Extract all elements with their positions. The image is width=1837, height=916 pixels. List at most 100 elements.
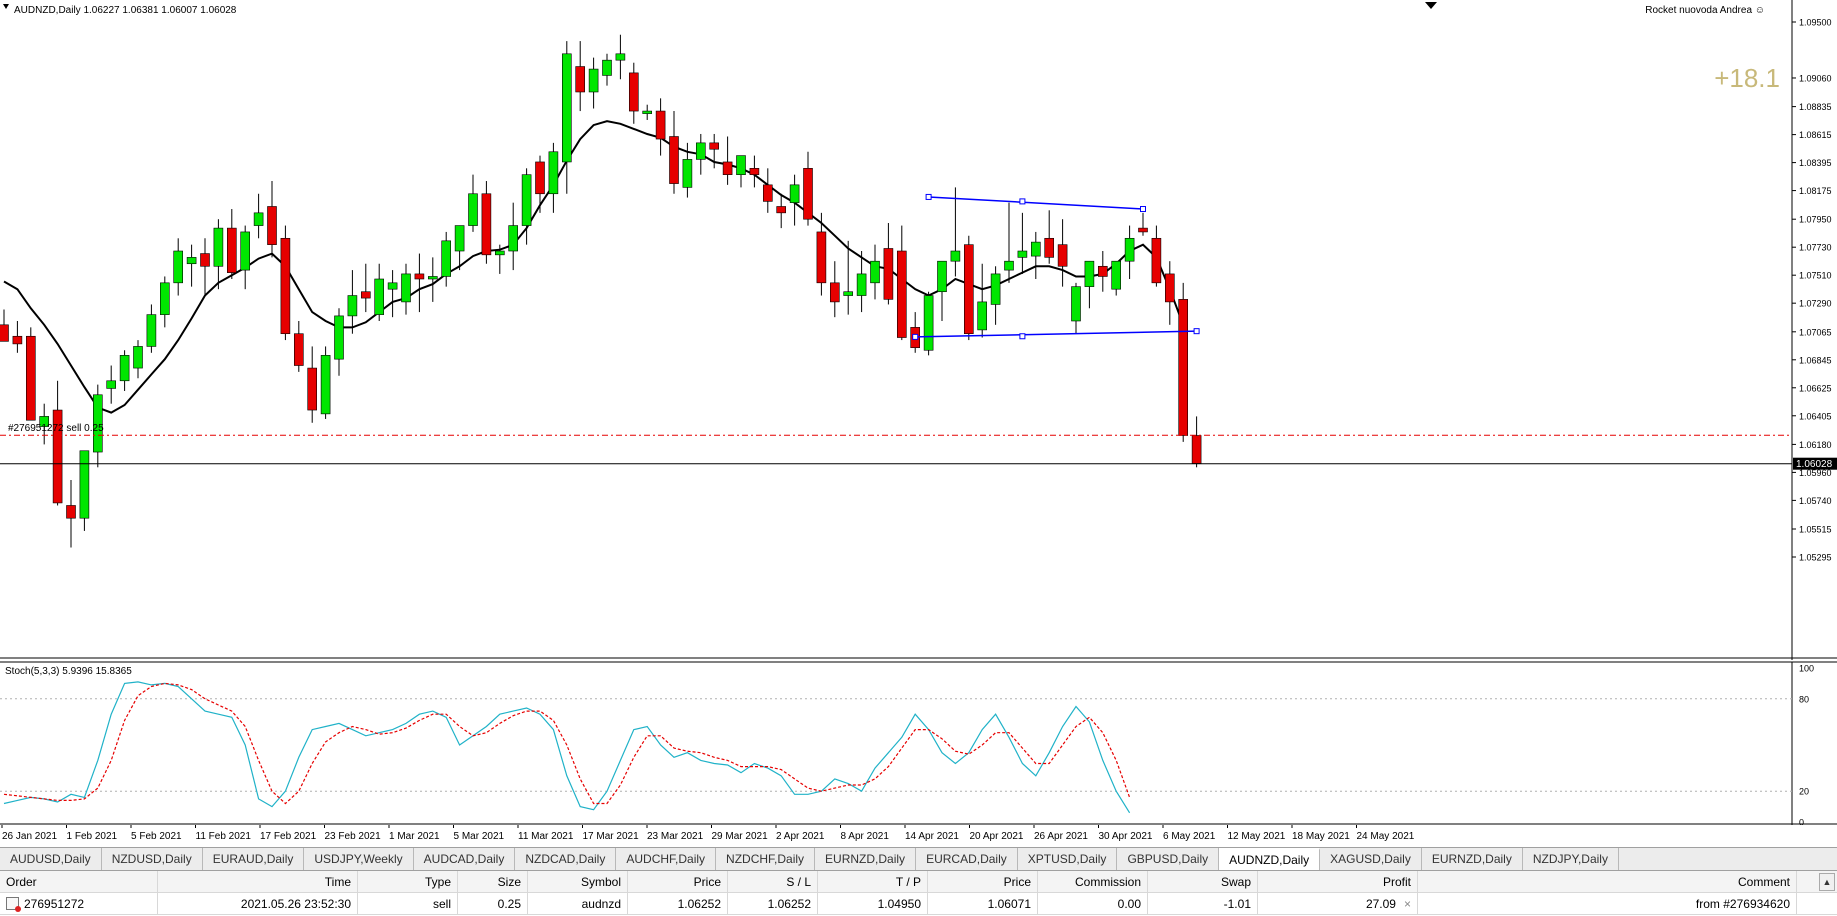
column-header-comment[interactable]: Comment bbox=[1418, 871, 1797, 892]
bull-candle-body bbox=[334, 315, 344, 360]
time-tick-label: 12 May 2021 bbox=[1228, 831, 1286, 842]
candle bbox=[1031, 231, 1041, 280]
candle bbox=[602, 53, 612, 86]
tab-gbpusd-daily[interactable]: GBPUSD,Daily bbox=[1117, 848, 1220, 870]
cell-current-price: 1.06071 bbox=[928, 893, 1038, 914]
channel-trendlines[interactable] bbox=[912, 193, 1200, 340]
terminal-order-row[interactable]: 276951272 2021.05.26 23:52:30 sell 0.25 audn… bbox=[0, 893, 1837, 915]
column-header-order[interactable]: Order bbox=[0, 871, 158, 892]
column-header-price[interactable]: Price bbox=[628, 871, 728, 892]
column-header-symbol[interactable]: Symbol bbox=[528, 871, 628, 892]
column-header-size[interactable]: Size bbox=[458, 871, 528, 892]
candle bbox=[52, 380, 63, 506]
candle bbox=[1151, 225, 1162, 287]
column-header-commission[interactable]: Commission bbox=[1038, 871, 1148, 892]
order-line-group[interactable]: #276951272 sell 0.25 bbox=[0, 423, 1792, 436]
tab-nzdusd-daily[interactable]: NZDUSD,Daily bbox=[102, 848, 203, 870]
bull-candle-body bbox=[133, 346, 143, 369]
bull-candle-body bbox=[990, 273, 1001, 305]
tab-nzdjpy-daily[interactable]: NZDJPY,Daily bbox=[1523, 848, 1619, 870]
channel-upper-line[interactable] bbox=[928, 196, 1144, 210]
expert-advisor-name: Rocket nuovoda Andrea ☺ bbox=[1645, 5, 1765, 16]
candle bbox=[280, 225, 291, 341]
bull-candle-body bbox=[106, 380, 116, 389]
candle bbox=[682, 142, 693, 198]
tab-nzdchf-daily[interactable]: NZDCHF,Daily bbox=[716, 848, 816, 870]
column-header-swap[interactable]: Swap bbox=[1148, 871, 1258, 892]
time-tick-label: 20 Apr 2021 bbox=[970, 831, 1024, 842]
bull-candle-body bbox=[401, 273, 411, 303]
tab-audchf-daily[interactable]: AUDCHF,Daily bbox=[616, 848, 717, 870]
column-header-tp[interactable]: T / P bbox=[818, 871, 928, 892]
trendline-anchor-point[interactable] bbox=[1193, 328, 1200, 335]
terminal-scroll-up-icon[interactable]: ▲ bbox=[1819, 873, 1835, 891]
candle bbox=[789, 174, 800, 226]
bull-candle-body bbox=[1124, 237, 1135, 262]
bull-candle-body bbox=[977, 301, 988, 331]
bear-candle-body bbox=[0, 324, 9, 342]
tab-audusd-daily[interactable]: AUDUSD,Daily bbox=[0, 848, 102, 870]
price-tick-label: 1.08615 bbox=[1799, 130, 1832, 140]
bull-candle-body bbox=[789, 184, 800, 203]
time-tick-label: 23 Mar 2021 bbox=[647, 831, 704, 842]
trendline-anchor-point[interactable] bbox=[925, 193, 932, 200]
price-tick-label: 1.05740 bbox=[1799, 496, 1832, 506]
column-header-sl[interactable]: S / L bbox=[728, 871, 818, 892]
candle bbox=[1057, 219, 1068, 287]
tab-xagusd-daily[interactable]: XAGUSD,Daily bbox=[1320, 848, 1422, 870]
bear-candle-body bbox=[1057, 244, 1068, 267]
channel-lower-line[interactable] bbox=[915, 330, 1197, 338]
bull-candle-body bbox=[1084, 260, 1095, 287]
tab-euraud-daily[interactable]: EURAUD,Daily bbox=[203, 848, 305, 870]
tab-eurcad-daily[interactable]: EURCAD,Daily bbox=[916, 848, 1018, 870]
tab-eurnzd-daily[interactable]: EURNZD,Daily bbox=[815, 848, 917, 870]
stochastic-panel[interactable]: Stoch(5,3,3) 5.9396 15.8365 100 80 20 0 bbox=[0, 660, 1837, 825]
bull-candle-body bbox=[508, 225, 519, 252]
trendline-anchor-point[interactable] bbox=[1140, 206, 1146, 213]
price-tick-label: 1.09060 bbox=[1799, 73, 1832, 83]
bull-candle-body bbox=[427, 276, 438, 280]
symbol-dropdown-icon[interactable] bbox=[3, 4, 9, 9]
candle bbox=[776, 193, 787, 229]
bull-candle-body bbox=[843, 291, 854, 296]
tab-audcad-daily[interactable]: AUDCAD,Daily bbox=[414, 848, 516, 870]
trendline-anchor-point[interactable] bbox=[1019, 333, 1026, 340]
column-header-type[interactable]: Type bbox=[358, 871, 458, 892]
column-header-current-price[interactable]: Price bbox=[928, 871, 1038, 892]
candle bbox=[79, 450, 90, 531]
bull-candle-body bbox=[387, 282, 398, 290]
cell-time: 2021.05.26 23:52:30 bbox=[158, 893, 358, 914]
trendline-anchor-point[interactable] bbox=[1019, 198, 1026, 205]
price-tick-label: 1.05295 bbox=[1799, 553, 1832, 563]
bear-candle-body bbox=[1098, 265, 1108, 277]
bear-candle-body bbox=[709, 142, 720, 150]
tab-eurnzd-daily[interactable]: EURNZD,Daily bbox=[1422, 848, 1523, 870]
tab-nzdcad-daily[interactable]: NZDCAD,Daily bbox=[515, 848, 617, 870]
tab-usdjpy-weekly[interactable]: USDJPY,Weekly bbox=[304, 848, 414, 870]
close-order-icon[interactable]: × bbox=[1403, 896, 1411, 911]
bull-candle-body bbox=[1111, 260, 1121, 290]
cell-value-size: 0.25 bbox=[497, 896, 521, 911]
price-axis: 1.09500 1.09060 1.08835 1.08615 1.08395 1.081… bbox=[1792, 18, 1832, 563]
column-header-time[interactable]: Time bbox=[158, 871, 358, 892]
tab-xptusd-daily[interactable]: XPTUSD,Daily bbox=[1018, 848, 1118, 870]
candle bbox=[468, 174, 478, 232]
time-tick-label: 5 Mar 2021 bbox=[454, 831, 505, 842]
cell-value-sl: 1.06252 bbox=[767, 896, 811, 911]
tab-audnzd-daily[interactable]: AUDNZD,Daily bbox=[1219, 848, 1321, 870]
price-tick-label: 1.08175 bbox=[1799, 186, 1832, 196]
price-tick-label: 1.05960 bbox=[1799, 468, 1832, 478]
candle bbox=[1165, 261, 1175, 325]
price-chart[interactable]: AUDNZD,Daily 1.06227 1.06381 1.06007 1.0… bbox=[0, 0, 1837, 660]
bear-candle-body bbox=[1138, 227, 1148, 233]
cell-value-current-price: 1.06071 bbox=[987, 896, 1031, 911]
stoch-main-line bbox=[3, 681, 1131, 814]
price-tick-label: 1.06625 bbox=[1799, 383, 1832, 393]
column-header-profit[interactable]: Profit bbox=[1258, 871, 1418, 892]
bear-candle-body bbox=[52, 409, 63, 504]
cell-value-symbol: audnzd bbox=[581, 896, 621, 911]
bear-candle-body bbox=[267, 206, 277, 245]
trendline-anchor-point[interactable] bbox=[912, 333, 919, 340]
cell-value-comment: from #276934620 bbox=[1695, 896, 1790, 911]
order-label: #276951272 sell 0.25 bbox=[8, 423, 104, 434]
